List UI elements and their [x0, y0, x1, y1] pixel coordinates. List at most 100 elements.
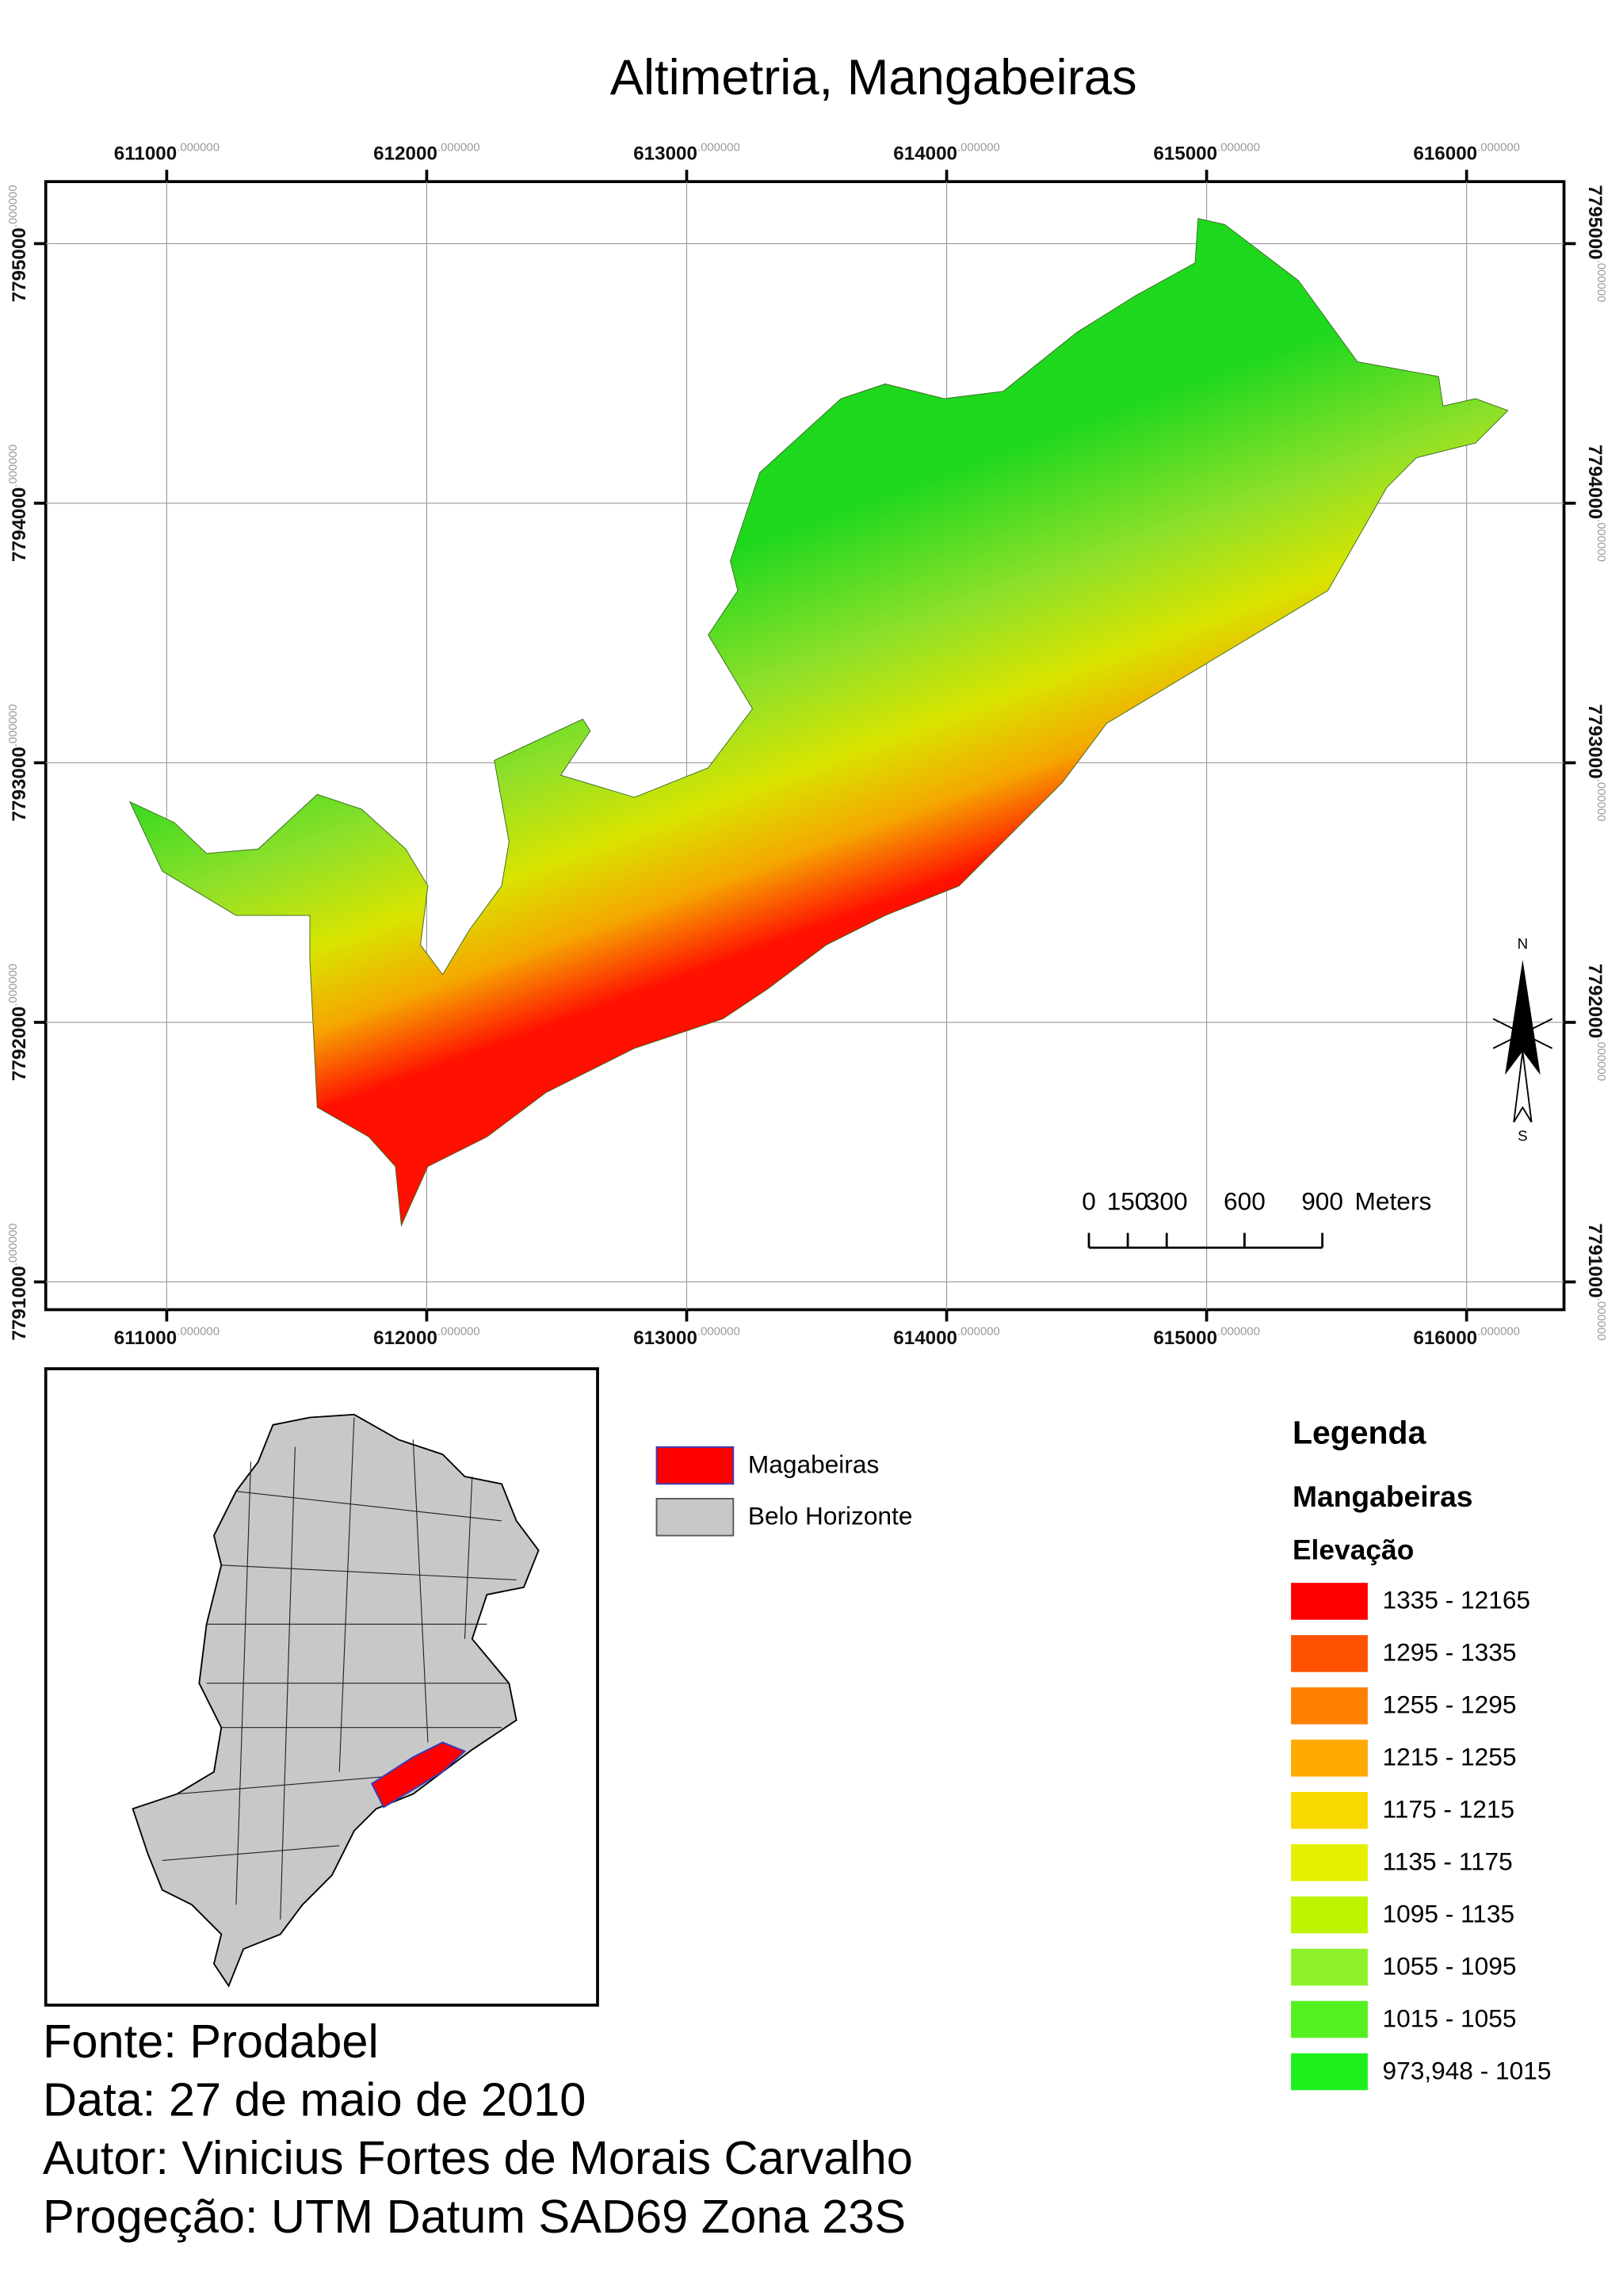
- legend-label: 1215 - 1255: [1383, 1743, 1517, 1771]
- y-tick-label: 7793000.000000: [1583, 704, 1607, 821]
- tick-suffix: .000000: [1594, 1298, 1607, 1341]
- tick-suffix: .000000: [7, 445, 20, 487]
- tick-number: 7792000: [9, 1007, 30, 1081]
- tick-suffix: .000000: [697, 141, 740, 154]
- tick-suffix: .000000: [1477, 141, 1520, 154]
- legend-layer: Mangabeiras: [1293, 1480, 1473, 1513]
- tick-number: 614000: [893, 1328, 957, 1349]
- scale-label: 600: [1224, 1187, 1266, 1216]
- y-tick-label: 7792000.000000: [7, 964, 31, 1081]
- legend-label: 1175 - 1215: [1383, 1795, 1515, 1824]
- legend-swatch: [1291, 2053, 1368, 2091]
- tick-suffix: .000000: [1217, 1325, 1260, 1338]
- tick-suffix: .000000: [1594, 519, 1607, 562]
- legend-swatch: [1291, 1791, 1368, 1829]
- y-tick-label: 7794000.000000: [1583, 445, 1607, 562]
- scale-label: 900: [1301, 1187, 1343, 1216]
- tick-number: 614000: [893, 143, 957, 165]
- x-tick-label: 616000.000000: [1413, 141, 1520, 165]
- x-tick-label: 611000.000000: [114, 141, 220, 165]
- y-tick-label: 7793000.000000: [7, 704, 31, 821]
- tick-suffix: .000000: [957, 141, 1000, 154]
- x-tick-label: 616000.000000: [1413, 1325, 1520, 1349]
- inset-legend-label: Magabeiras: [748, 1450, 879, 1478]
- x-tick-label: 613000.000000: [633, 1325, 740, 1349]
- tick-number: 7791000: [9, 1266, 30, 1340]
- tick-suffix: .000000: [1217, 141, 1260, 154]
- tick-number: 7793000: [9, 747, 30, 821]
- tick-suffix: .000000: [1594, 260, 1607, 303]
- legend-label: 973,948 - 1015: [1383, 2056, 1552, 2084]
- legend-swatch: [1291, 1687, 1368, 1725]
- tick-number: 611000: [114, 1328, 177, 1349]
- tick-suffix: .000000: [7, 964, 20, 1007]
- x-tick-label: 613000.000000: [633, 141, 740, 165]
- legend-swatch: [1291, 1740, 1368, 1777]
- footer-line: Progeção: UTM Datum SAD69 Zona 23S: [43, 2190, 906, 2243]
- tick-suffix: .000000: [7, 185, 20, 227]
- legend-label: 1295 - 1335: [1383, 1638, 1517, 1667]
- tick-suffix: .000000: [177, 141, 220, 154]
- x-tick-label: 615000.000000: [1153, 1325, 1260, 1349]
- legend-label: 1135 - 1175: [1383, 1847, 1513, 1875]
- legend-swatch: [1291, 2000, 1368, 2038]
- y-tick-label: 7794000.000000: [7, 445, 31, 562]
- scale-label: 150: [1107, 1187, 1149, 1216]
- tick-suffix: .000000: [437, 141, 480, 154]
- north-arrow: [1492, 959, 1553, 1123]
- north-label: N: [1518, 935, 1528, 952]
- legend-field: Elevação: [1293, 1534, 1414, 1565]
- mangabeiras-inset: [370, 1741, 467, 1809]
- tick-number: 7795000: [1583, 185, 1605, 259]
- tick-number: 7794000: [9, 487, 30, 562]
- map-title: Altimetria, Mangabeiras: [610, 50, 1137, 105]
- legend-label: 1095 - 1135: [1383, 1899, 1515, 1927]
- tick-number: 613000: [633, 1328, 697, 1349]
- x-tick-label: 615000.000000: [1153, 141, 1260, 165]
- legend-label: 1055 - 1095: [1383, 1951, 1517, 1980]
- x-tick-label: 612000.000000: [373, 1325, 480, 1349]
- x-tick-label: 614000.000000: [893, 141, 1000, 165]
- x-tick-label: 611000.000000: [114, 1325, 220, 1349]
- south-label: S: [1518, 1127, 1527, 1144]
- inset-legend-swatch: [655, 1446, 735, 1485]
- legend-swatch: [1291, 1843, 1368, 1881]
- legend-swatch: [1291, 1583, 1368, 1620]
- tick-suffix: .000000: [697, 1325, 740, 1338]
- x-tick-label: 612000.000000: [373, 141, 480, 165]
- legend-label: 1335 - 12165: [1383, 1586, 1531, 1614]
- tick-suffix: .000000: [1594, 1038, 1607, 1081]
- tick-suffix: .000000: [957, 1325, 1000, 1338]
- tick-number: 612000: [373, 143, 437, 165]
- tick-number: 611000: [114, 143, 177, 165]
- tick-suffix: .000000: [7, 1223, 20, 1266]
- tick-suffix: .000000: [1477, 1325, 1520, 1338]
- footer-line: Autor: Vinicius Fortes de Morais Carvalh…: [43, 2131, 913, 2184]
- inset-legend-label: Belo Horizonte: [748, 1502, 913, 1530]
- tick-suffix: .000000: [177, 1325, 220, 1338]
- tick-suffix: .000000: [1594, 779, 1607, 822]
- map-frame: [44, 180, 1566, 1312]
- scale-label: 300: [1146, 1187, 1188, 1216]
- y-tick-label: 7791000.000000: [7, 1223, 31, 1340]
- y-tick-label: 7791000.000000: [1583, 1223, 1607, 1340]
- y-tick-label: 7795000.000000: [1583, 185, 1607, 302]
- legend-label: 1015 - 1055: [1383, 2004, 1517, 2032]
- footer-line: Fonte: Prodabel: [43, 2015, 379, 2068]
- tick-number: 612000: [373, 1328, 437, 1349]
- scale-label: 0: [1082, 1187, 1096, 1216]
- tick-number: 7792000: [1583, 964, 1605, 1038]
- legend-swatch: [1291, 1635, 1368, 1672]
- tick-suffix: .000000: [437, 1325, 480, 1338]
- tick-number: 7791000: [1583, 1223, 1605, 1297]
- tick-number: 7793000: [1583, 704, 1605, 778]
- belo-horizonte: [132, 1413, 540, 1988]
- terrain: [128, 218, 1509, 1228]
- footer-line: Data: 27 de maio de 2010: [43, 2073, 586, 2126]
- tick-number: 616000: [1413, 1328, 1477, 1349]
- legend-title: Legenda: [1293, 1415, 1427, 1451]
- neighborhood-lines: [162, 1417, 517, 1920]
